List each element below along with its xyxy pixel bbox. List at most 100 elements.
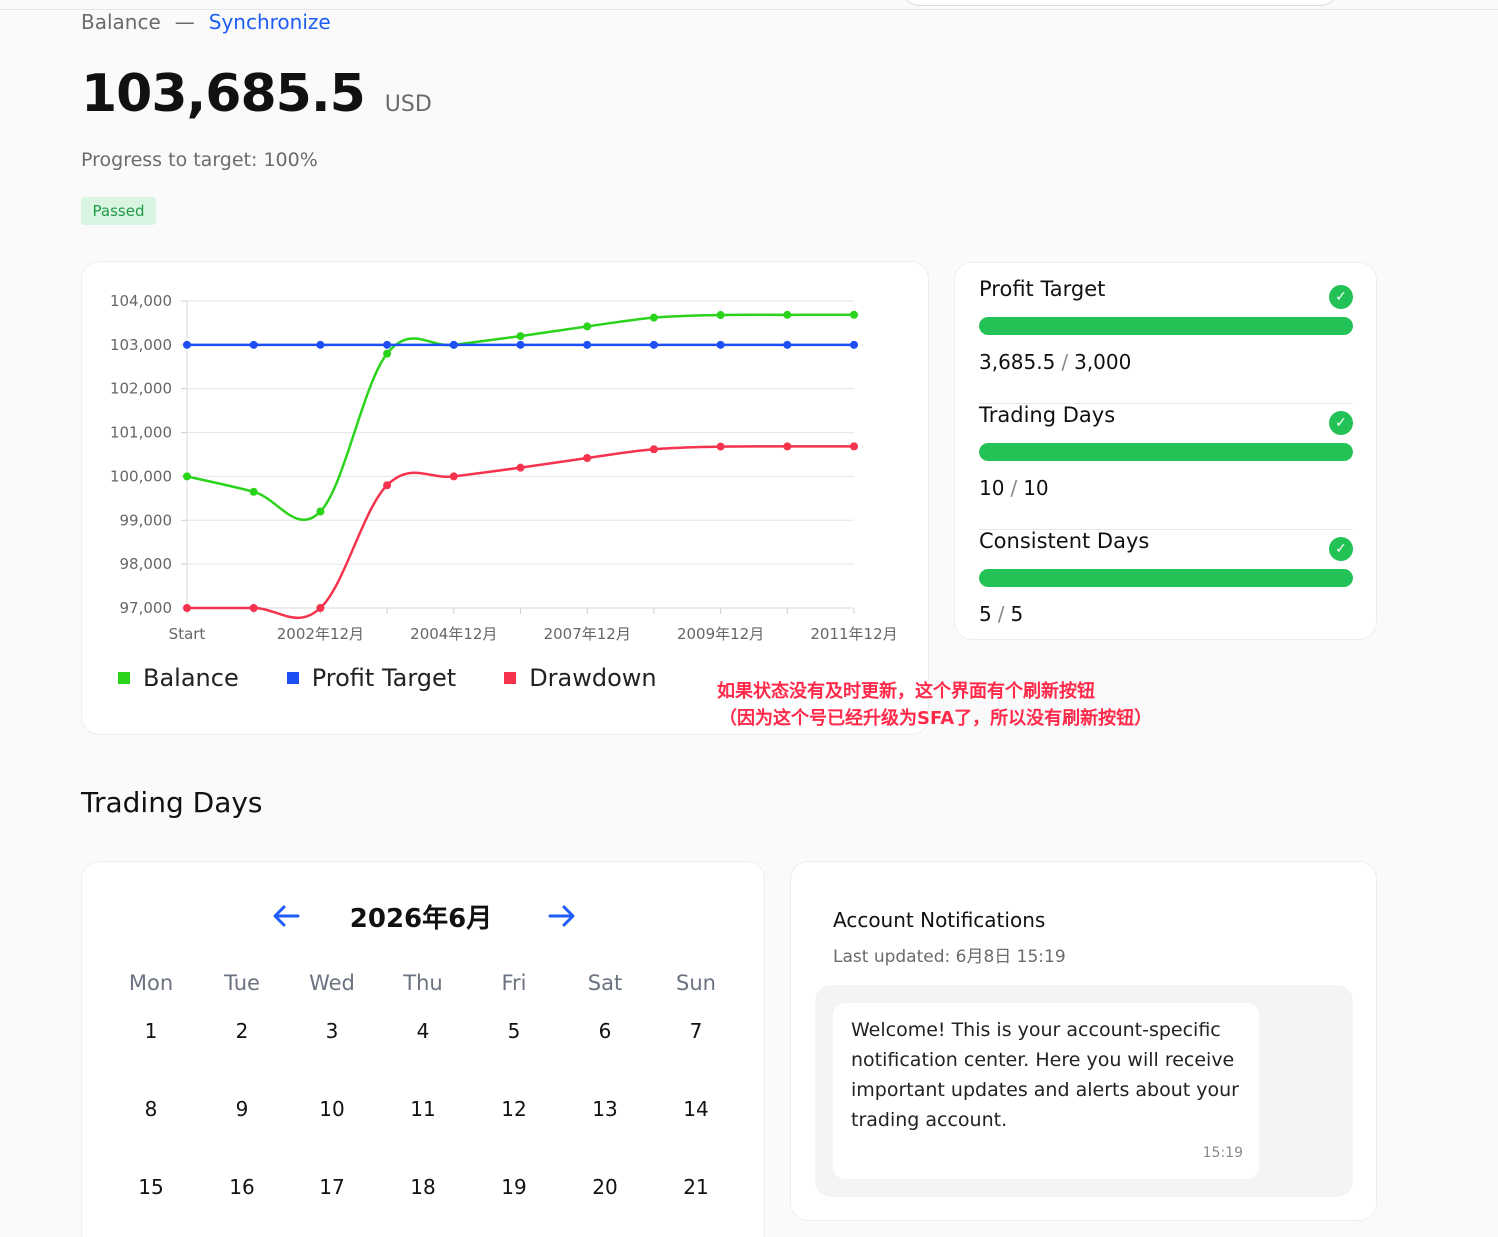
x-tick-label: Start [169,625,206,643]
data-point-drawdown [183,604,191,612]
calendar-day-7[interactable]: 7 [689,1019,703,1043]
calendar-day-16[interactable]: 16 [229,1175,255,1199]
calendar-nav: 2026年6月 [82,898,766,934]
calendar-day-11[interactable]: 11 [410,1097,436,1121]
data-point-balance [249,487,258,496]
legend-item-balance[interactable]: Balance [118,664,239,692]
data-point-balance [716,311,725,320]
objectives-card: Profit Target ✓ 3,685.5/3,000 Trading Da… [954,262,1377,640]
divider [979,403,1353,404]
calendar-day-17[interactable]: 17 [319,1175,345,1199]
data-point-drawdown [783,442,792,451]
arrow-left-icon[interactable] [268,898,304,934]
calendar-day-5[interactable]: 5 [507,1019,521,1043]
legend-label-balance: Balance [143,664,239,692]
y-tick-label: 104,000 [110,292,172,310]
calendar-day-9[interactable]: 9 [235,1097,249,1121]
data-point-balance [783,310,792,319]
objective-progress-bar [979,443,1353,461]
y-tick-label: 98,000 [120,555,173,573]
notification-message: Welcome! This is your account-specific n… [833,1003,1259,1179]
balance-value: 103,685.5 [81,64,366,124]
objective-progress-fill [979,569,1353,587]
legend-item-profit-target[interactable]: Profit Target [286,664,457,692]
legend-swatch-drawdown [504,672,517,684]
data-point-profit-target [850,340,858,349]
synchronize-link[interactable]: Synchronize [208,10,331,34]
data-point-profit-target [383,340,392,349]
weekday-wed: Wed [309,971,355,995]
notifications-list: Welcome! This is your account-specific n… [815,985,1353,1197]
calendar-day-18[interactable]: 18 [410,1175,436,1199]
objective-separator: / [1061,350,1069,374]
annotation-line-1: 如果状态没有及时更新，这个界面有个刷新按钮 [717,681,1095,702]
series-line-balance [186,313,855,521]
series-line-drawdown [187,445,855,619]
calendar-day-20[interactable]: 20 [592,1175,618,1199]
objective-progress-fill [979,443,1353,461]
data-point-profit-target [183,340,191,349]
balance-chart: 104,000 103,000 102,000 101,000 100,000 99,00… [110,292,898,643]
arrow-right-glyph [548,905,575,927]
calendar-month-label: 2026年6月 [82,898,766,935]
calendar-day-4[interactable]: 4 [416,1019,430,1043]
data-point-profit-target [449,340,458,349]
calendar-day-15[interactable]: 15 [138,1175,164,1199]
notifications-last-updated: Last updated: 6月8日 15:19 [833,947,1066,967]
y-tick-label: 103,000 [110,336,172,354]
annotation-line-2: （因为这个号已经升级为SFA了，所以没有刷新按钮） [719,708,1153,729]
data-point-profit-target [783,340,792,349]
balance-chart-card: 104,000 103,000 102,000 101,000 100,000 99,00… [81,261,929,735]
data-point-balance [183,472,191,481]
objective-current: 5 [979,602,992,626]
calendar-day-8[interactable]: 8 [144,1097,158,1121]
objective-values: 5/5 [979,602,1023,626]
objective-target: 10 [1023,476,1049,500]
check-circle-icon: ✓ [1329,411,1353,435]
calendar-day-21[interactable]: 21 [683,1175,709,1199]
calendar-day-14[interactable]: 14 [683,1097,709,1121]
browser-frame-edge [900,0,1340,6]
legend-label-profit-target: Profit Target [311,664,457,692]
trading-days-calendar: 2026年6月 Mon Tue Wed Thu Fri Sat Sun 1 2 3 4 5 6 7 8 9 10… [81,861,765,1237]
data-point-balance [850,310,858,319]
data-point-profit-target [716,340,725,349]
legend-item-drawdown[interactable]: Drawdown [504,664,657,692]
data-point-profit-target [516,340,525,349]
notifications-title: Account Notifications [833,908,1046,932]
objective-separator: / [1010,476,1018,500]
y-tick-label: 97,000 [120,599,173,617]
data-point-drawdown [649,445,658,454]
objective-title: Trading Days [979,403,1116,427]
calendar-day-13[interactable]: 13 [592,1097,618,1121]
objective-values: 10/10 [979,476,1049,500]
weekday-sun: Sun [676,971,716,995]
balance-amount: 103,685.5 USD [81,64,432,124]
x-tick-label: 2002年12月 [277,625,364,643]
notification-text: Welcome! This is your account-specific n… [851,1019,1239,1131]
legend-label-drawdown: Drawdown [529,664,657,692]
weekday-mon: Mon [128,971,174,995]
y-tick-label: 100,000 [110,467,172,485]
x-tick-label: 2004年12月 [410,625,497,643]
objective-current: 10 [979,476,1005,500]
x-tick-label: 2009年12月 [677,625,764,643]
data-point-profit-target [316,340,325,349]
data-point-balance [516,332,525,341]
calendar-day-1[interactable]: 1 [144,1019,158,1043]
arrow-right-icon[interactable] [544,898,580,934]
objective-progress-bar [979,569,1353,587]
data-point-drawdown [716,442,725,451]
objective-title: Profit Target [979,277,1106,301]
divider [979,529,1353,530]
trading-days-title: Trading Days [81,786,263,819]
data-point-drawdown [583,454,592,463]
calendar-day-12[interactable]: 12 [501,1097,527,1121]
calendar-day-3[interactable]: 3 [325,1019,339,1043]
browser-top-edge [0,0,1498,10]
calendar-day-10[interactable]: 10 [319,1097,345,1121]
calendar-day-2[interactable]: 2 [235,1019,249,1043]
calendar-day-19[interactable]: 19 [501,1175,527,1199]
calendar-day-6[interactable]: 6 [598,1019,612,1043]
data-point-drawdown [249,604,258,612]
